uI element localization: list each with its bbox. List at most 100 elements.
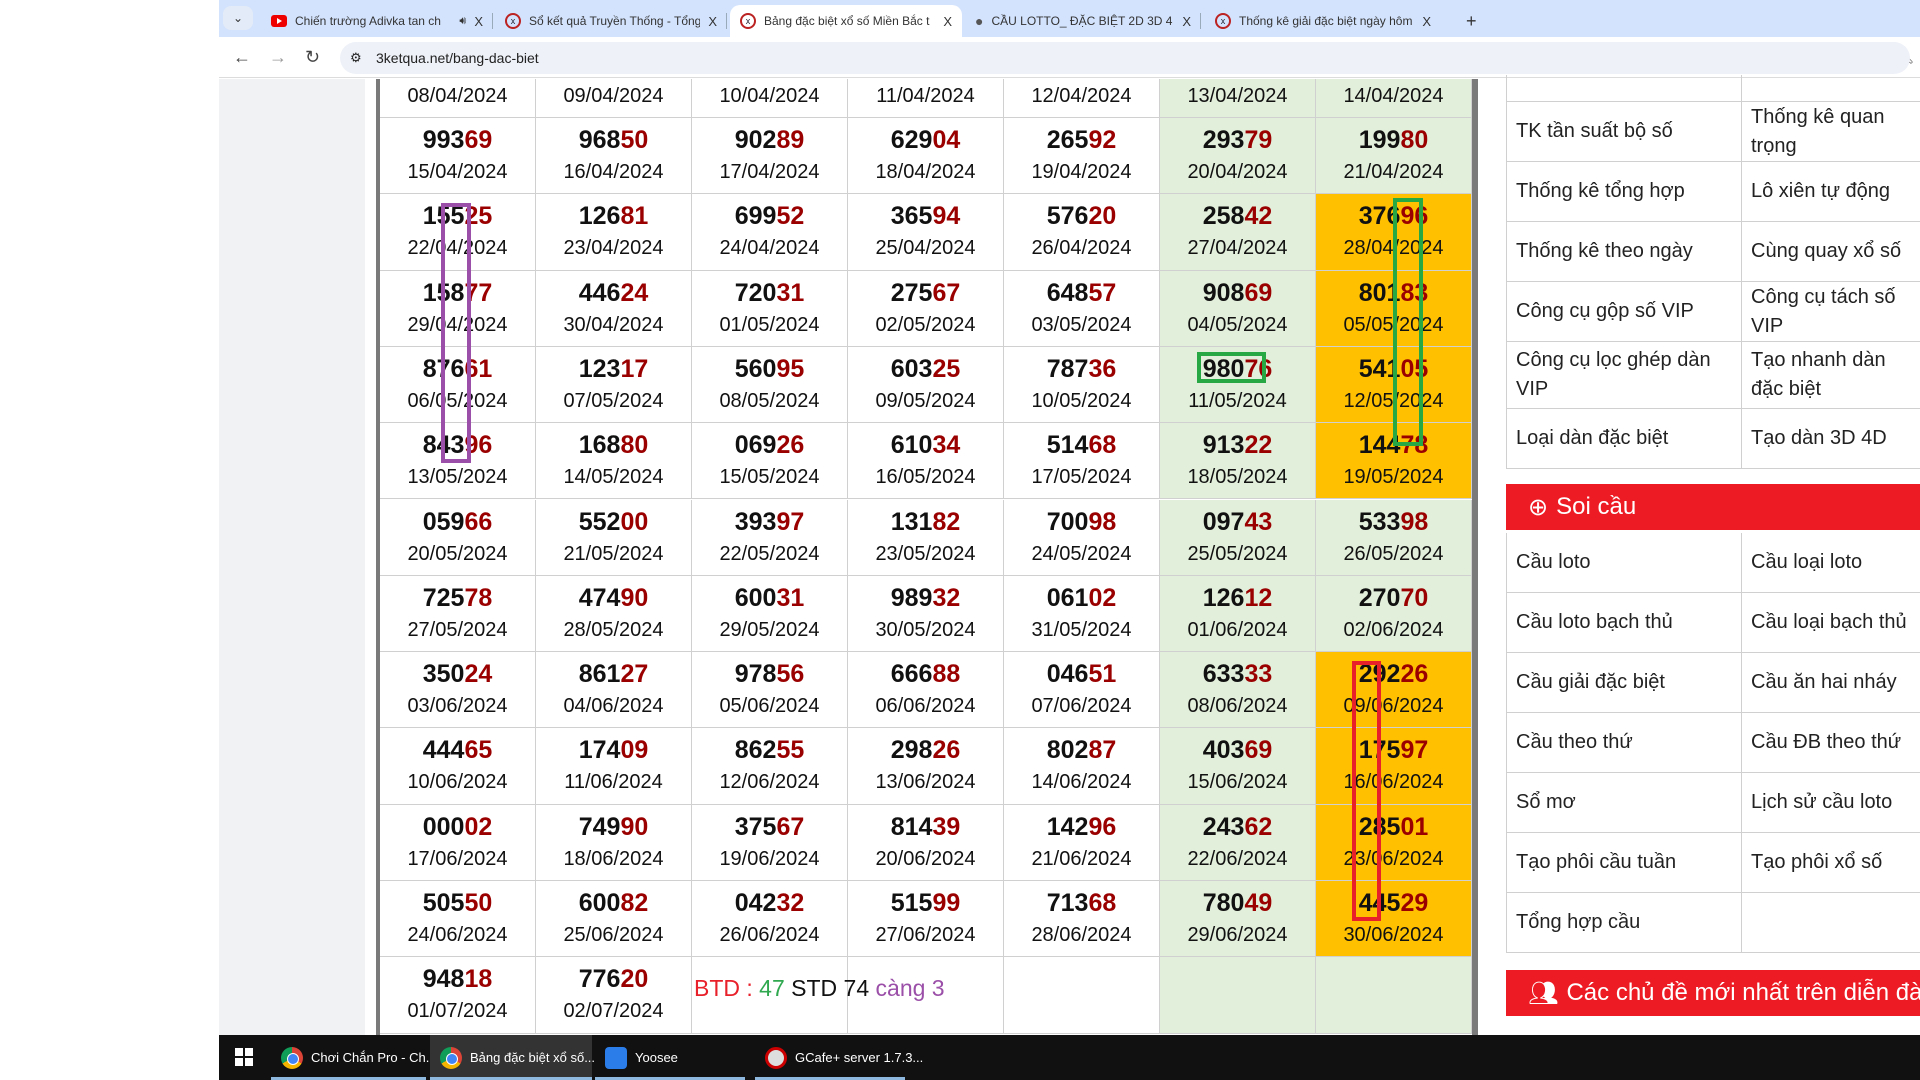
tab-2[interactable]: x Sổ kết quả Truyền Thống - Tổng X [495,5,727,37]
tab-3[interactable]: x Bảng đặc biệt xổ số Miền Bắc t X [730,5,962,37]
table-cell: 72031 01/05/2024 [692,270,848,347]
tab-4[interactable]: ● CẦU LOTTO_ ĐẶC BIỆT 2D 3D 4 X [965,5,1201,37]
close-tab-icon[interactable]: X [1182,13,1191,29]
number-tail: 67 [932,278,961,307]
sidebar-link[interactable]: Tổng hợp cầu [1507,893,1742,952]
table-cell-date-only: 10/04/2024 [692,79,848,118]
table-cell: 19980 21/04/2024 [1316,118,1472,195]
draw-date: 17/05/2024 [1031,466,1132,489]
prize-number: 64857 [1004,279,1159,308]
table-cell: 97856 05/06/2024 [692,652,848,729]
sidebar-stats-row: Công cụ gộp số VIP Công cụ tách số VIP [1506,282,1920,342]
draw-date: 25/05/2024 [1187,542,1288,565]
table-cell: 64857 03/05/2024 [1004,270,1160,347]
close-tab-icon[interactable]: X [1422,13,1431,29]
prize-number: 72578 [380,584,535,613]
sidebar-link[interactable]: Công cụ tách số VIP [1742,282,1920,341]
number-tail: 29 [1400,889,1429,917]
sidebar-link[interactable]: Cầu ăn hai nháy [1742,653,1920,712]
sidebar-link[interactable]: Lịch sử cầu loto [1742,773,1920,832]
sidebar-link[interactable]: Công cụ gộp số VIP [1507,282,1742,341]
number-head: 243 [1202,812,1245,841]
tab-1[interactable]: Chiến trường Adivka tan ch 🔊︎ X [261,5,493,37]
sidebar-link[interactable]: Cầu loto [1507,533,1742,592]
draw-date: 03/06/2024 [407,695,508,718]
prize-number: 55200 [536,508,691,537]
sidebar-link[interactable]: TK tần suất bộ số [1507,102,1742,161]
users-icon: 👥︎ [1528,979,1559,1007]
windows-start-icon[interactable] [235,1048,253,1066]
site-settings-icon[interactable]: ⚙ [350,50,362,65]
sidebar-link-label: Công cụ lọc ghép dàn VIP [1516,349,1711,400]
url-input[interactable]: ⚙ 3ketqua.net/bang-dac-biet [340,42,1910,74]
number-head: 097 [1202,507,1245,536]
draw-date: 09/06/2024 [1343,695,1444,718]
close-tab-icon[interactable]: X [474,13,483,29]
sidebar-link[interactable]: Tạo phôi xổ số [1742,833,1920,892]
sidebar-link[interactable]: Thống kê theo ngày [1507,222,1742,281]
number-head: 978 [734,660,777,689]
prize-number: 44465 [380,736,535,765]
sidebar-soicau-row: Cầu theo thứ Cầu ĐB theo thứ [1506,713,1920,773]
new-tab-button[interactable]: + [1456,5,1487,37]
number-head: 168 [578,431,621,460]
tab-5[interactable]: x Thống kê giải đặc biệt ngày hôm X [1205,5,1441,37]
number-head: 862 [734,736,777,765]
draw-date: 21/04/2024 [1343,161,1444,183]
tab-divider [492,13,493,29]
prize-number: 99369 [380,126,535,155]
sidebar-link[interactable]: Cầu theo thứ [1507,713,1742,772]
chevron-down-icon: ⌄ [232,11,244,25]
sidebar-stats-row: Công cụ lọc ghép dàn VIP Tạo nhanh dàn đặ… [1506,342,1920,409]
sidebar-link[interactable]: Tạo dàn 3D 4D [1742,409,1920,468]
sidebar-link[interactable]: Cầu ĐB theo thứ [1742,713,1920,772]
sidebar-link[interactable]: Loại dàn đặc biệt [1507,409,1742,468]
prize-number: 19980 [1316,126,1471,155]
sidebar-link-label: Thống kê quan trọng [1751,105,1885,157]
sidebar-link[interactable]: Tạo phôi cầu tuần [1507,833,1742,892]
sidebar-link[interactable]: Công cụ lọc ghép dàn VIP [1507,342,1742,408]
number-tail: 82 [620,889,649,917]
sidebar-link-label: Cùng quay xổ số [1751,240,1902,262]
number-tail: 69 [1244,278,1273,307]
number-head: 265 [1046,126,1089,154]
number-head: 720 [734,278,777,307]
prize-number: 80287 [1004,736,1159,765]
sidebar-link[interactable]: Cầu loto bạch thủ [1507,593,1742,652]
draw-date: 11/06/2024 [564,771,663,794]
sidebar-link[interactable]: Lô xiên tự động [1742,162,1920,221]
prize-number: 44529 [1316,889,1471,918]
taskbar-item[interactable]: GCafe+ server 1.7.3... [755,1035,923,1080]
number-head: 633 [1202,660,1245,689]
number-head: 861 [578,660,621,689]
tab-search-button[interactable]: ⌄ [223,6,253,30]
sidebar-link[interactable]: Sổ mơ [1507,773,1742,832]
sidebar-link[interactable]: Cầu giải đặc biệt [1507,653,1742,712]
speaker-icon[interactable]: 🔊︎ [459,14,467,27]
number-tail: 90 [620,583,649,612]
draw-date: 14/06/2024 [1031,771,1132,794]
table-cell: 77620 02/07/2024 [536,957,692,1034]
number-head: 600 [578,889,621,917]
number-head: 444 [422,736,465,765]
sidebar-link[interactable]: Cùng quay xổ số [1742,222,1920,281]
table-cell: 74990 18/06/2024 [536,804,692,881]
sidebar-link[interactable]: Cầu loại bạch thủ [1742,593,1920,652]
yoosee-icon [605,1046,627,1069]
close-tab-icon[interactable]: X [708,13,717,29]
desktop-margin [0,0,219,1080]
sidebar-link[interactable]: Tạo nhanh dàn đặc biệt [1742,342,1920,408]
number-tail: 78 [464,583,493,612]
taskbar-item[interactable]: Yoosee [595,1035,745,1080]
sidebar-link[interactable]: Thống kê tổng hợp [1507,162,1742,221]
close-tab-icon[interactable]: X [943,13,952,29]
sidebar-link[interactable]: Cầu loại loto [1742,533,1920,592]
sidebar-link[interactable]: Thống kê quan trọng [1742,102,1920,161]
taskbar-item[interactable]: Bảng đặc biệt xổ số... [430,1035,595,1080]
number-tail: 25 [932,354,961,383]
reload-button[interactable]: ↻ [305,47,321,67]
taskbar-item[interactable]: Chơi Chắn Pro - Ch... [271,1035,437,1080]
prize-number: 12317 [536,355,691,384]
back-button[interactable]: ← [233,47,251,67]
forward-button[interactable]: → [269,47,287,67]
